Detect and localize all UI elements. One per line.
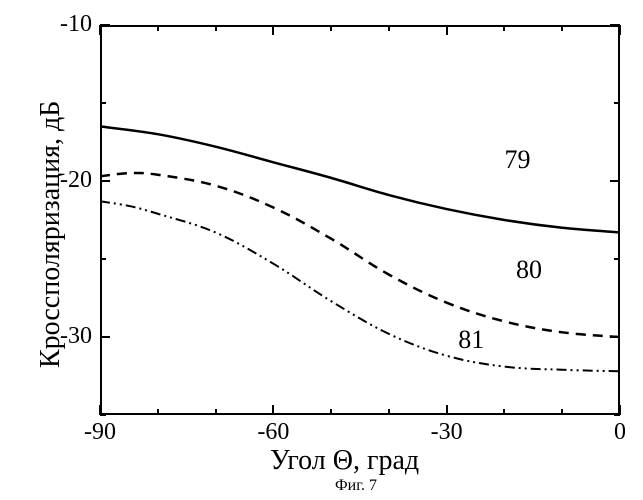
xtick-label: -90 <box>70 419 130 446</box>
figure: -90-60-300-30-20-10 798081 Кроссполяриза… <box>0 0 643 500</box>
tick <box>446 25 448 35</box>
tick <box>100 180 110 182</box>
tick <box>614 414 620 416</box>
tick <box>100 24 110 26</box>
series-81 <box>100 201 620 371</box>
tick <box>619 25 621 35</box>
tick <box>503 25 505 31</box>
xtick-label: -60 <box>243 419 303 446</box>
tick <box>157 25 159 31</box>
x-axis-label: Угол Θ, град <box>270 445 419 477</box>
tick <box>100 258 106 260</box>
tick <box>215 409 217 415</box>
series-label-80: 80 <box>516 255 542 285</box>
tick <box>446 405 448 415</box>
tick <box>99 25 101 35</box>
series-label-79: 79 <box>504 145 530 175</box>
tick <box>330 25 332 31</box>
tick <box>614 102 620 104</box>
ytick-label: -10 <box>42 11 92 38</box>
series-79 <box>100 126 620 232</box>
tick <box>561 25 563 31</box>
tick <box>100 414 106 416</box>
figure-caption: Фиг. 7 <box>335 477 377 495</box>
tick <box>100 102 106 104</box>
tick <box>561 409 563 415</box>
y-axis-label: Кроссполяризация, дБ <box>35 101 67 368</box>
tick <box>330 409 332 415</box>
tick <box>215 25 217 31</box>
tick <box>610 336 620 338</box>
series-80 <box>100 173 620 337</box>
series-label-81: 81 <box>458 325 484 355</box>
tick <box>503 409 505 415</box>
tick <box>272 25 274 35</box>
tick <box>388 25 390 31</box>
tick <box>100 336 110 338</box>
tick <box>610 24 620 26</box>
xtick-label: 0 <box>590 419 643 446</box>
xtick-label: -30 <box>417 419 477 446</box>
tick <box>388 409 390 415</box>
tick <box>610 180 620 182</box>
tick <box>614 258 620 260</box>
tick <box>157 409 159 415</box>
tick <box>272 405 274 415</box>
